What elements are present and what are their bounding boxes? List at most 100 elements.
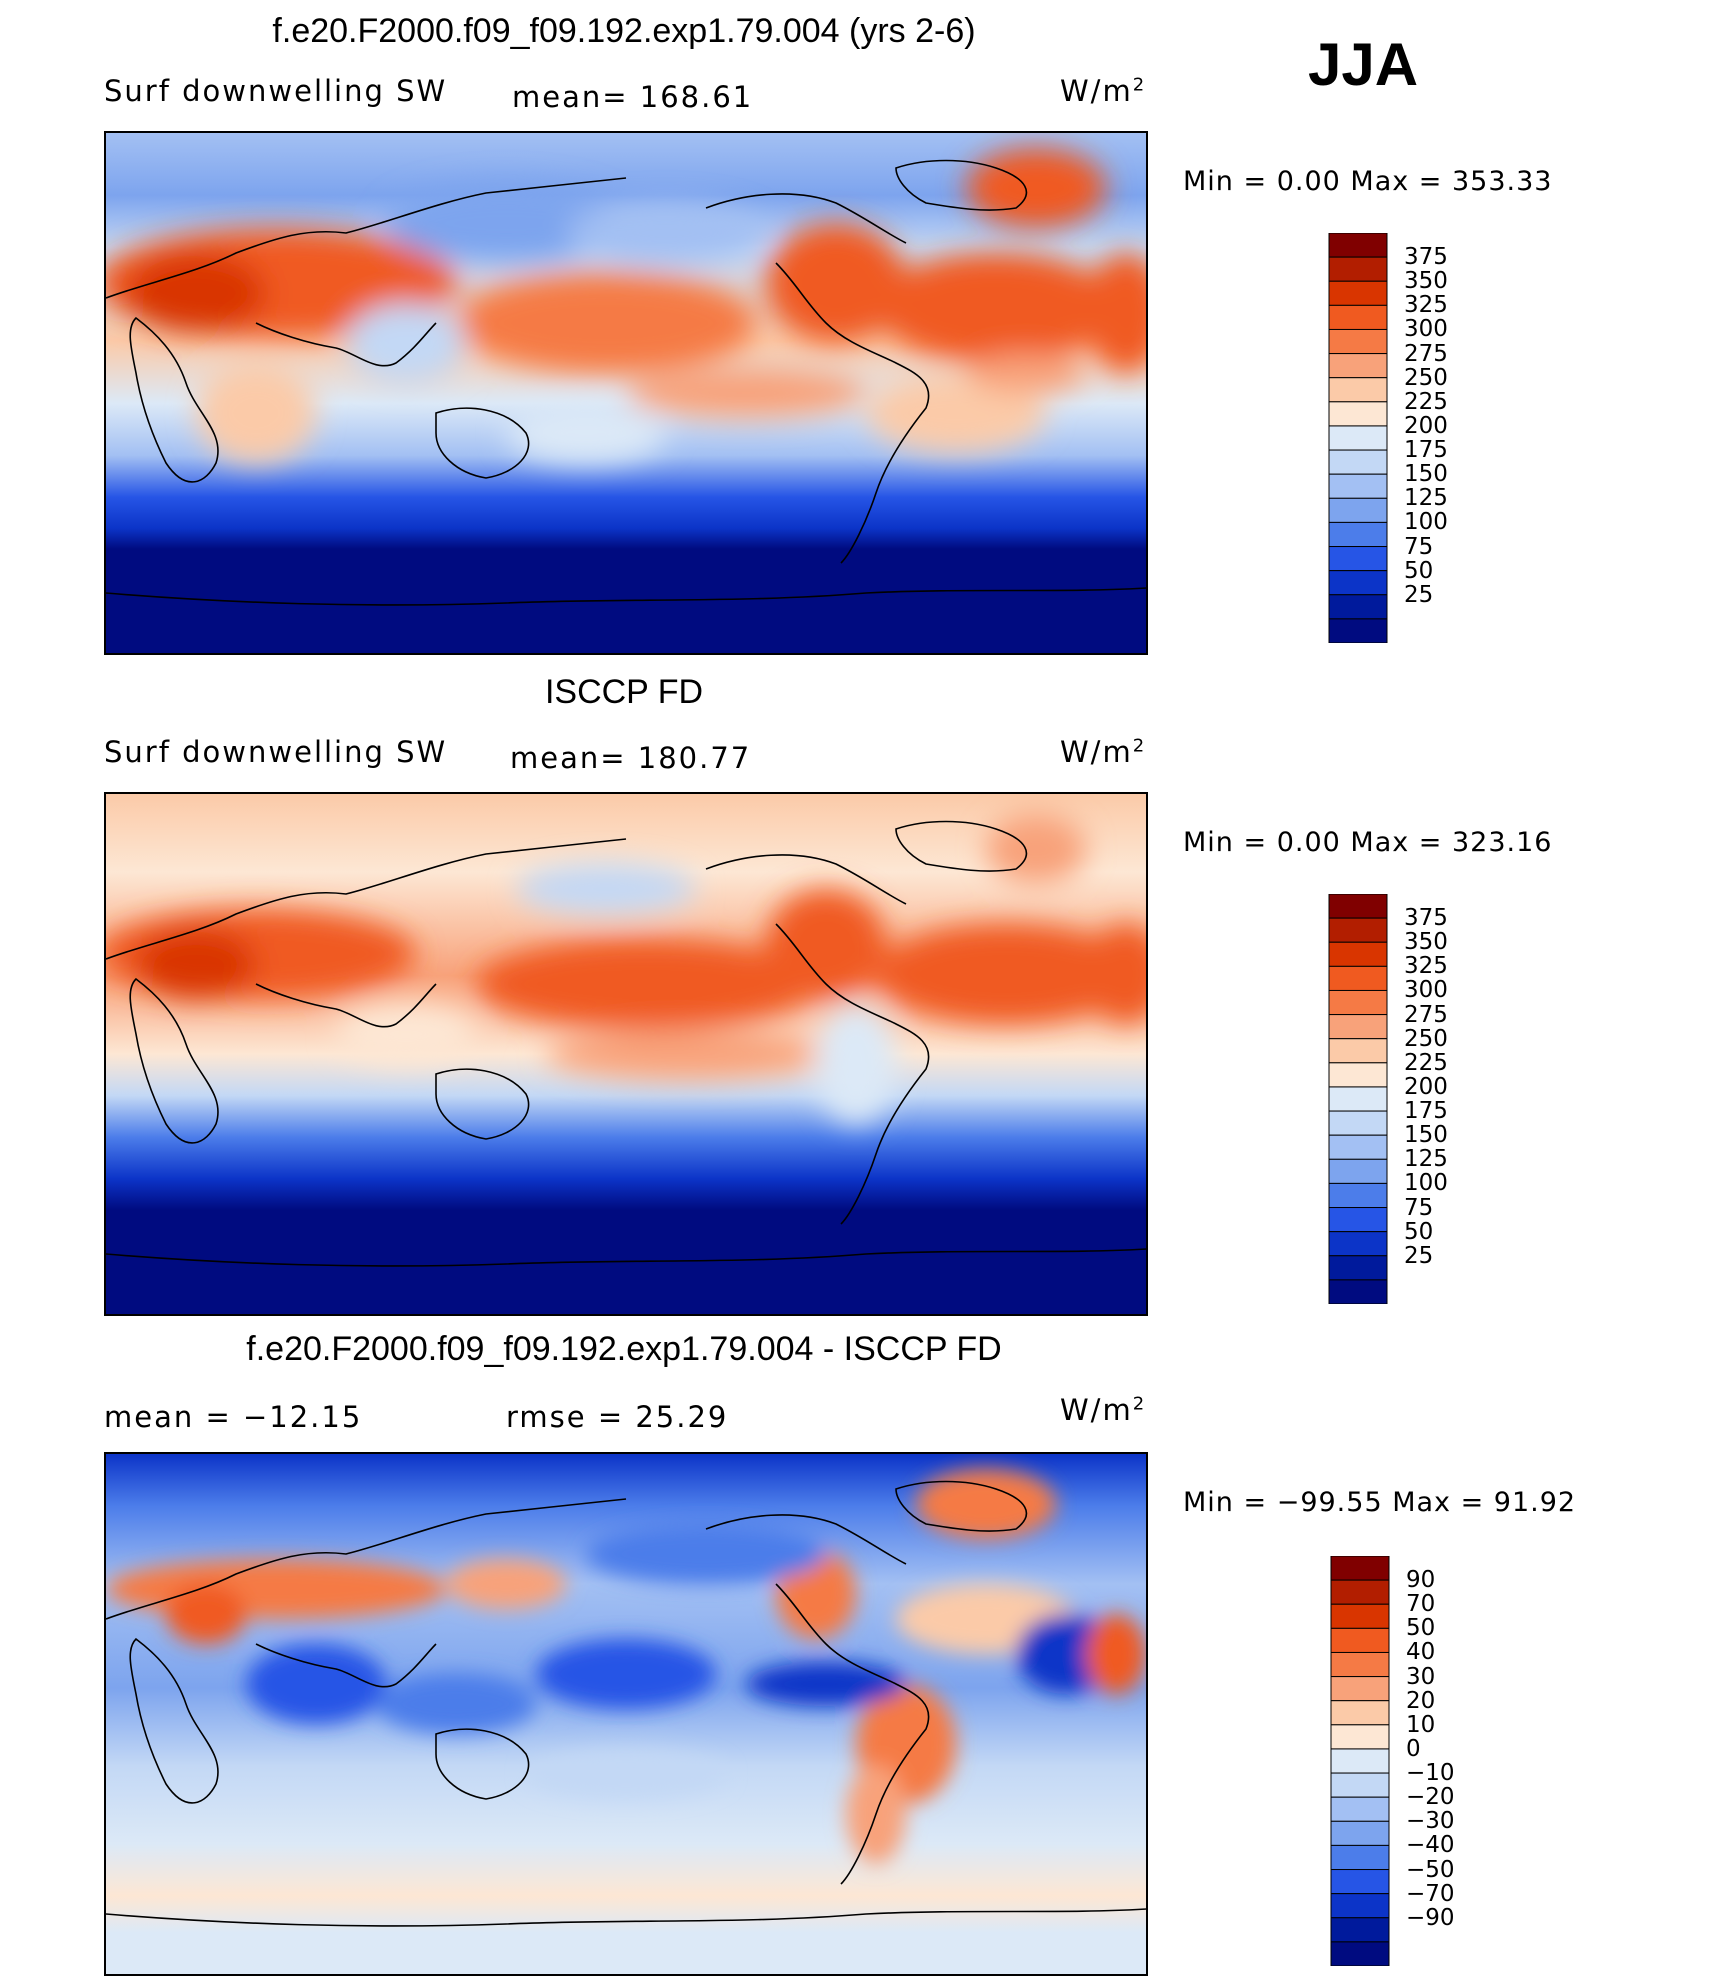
panel-3-rmse-label: rmse = 25.29 xyxy=(506,1400,729,1434)
panel-1-field xyxy=(106,133,1146,653)
colorbar-tick-label: 150 xyxy=(1404,461,1448,488)
colorbar-tick-label: −50 xyxy=(1406,1856,1455,1883)
colorbar-tick-label: 300 xyxy=(1404,977,1448,1004)
colorbar-tick-label: 375 xyxy=(1404,905,1448,932)
colorbar-tick-label: 10 xyxy=(1406,1711,1436,1738)
colorbar-tick-label: 50 xyxy=(1406,1615,1436,1642)
colorbar-tick-label: 0 xyxy=(1406,1735,1421,1762)
colorbar-tick-label: 150 xyxy=(1404,1122,1448,1149)
colorbar-tick-label: 25 xyxy=(1404,581,1434,608)
colorbar-tick-label: 40 xyxy=(1406,1639,1436,1666)
panel-3-colorbar-swatches xyxy=(1330,1555,1390,1967)
colorbar-swatch xyxy=(1328,917,1388,943)
colorbar-swatch xyxy=(1330,1651,1390,1678)
colorbar-tick-label: 375 xyxy=(1404,244,1448,271)
panel-3-field xyxy=(106,1454,1146,1974)
colorbar-swatch xyxy=(1328,449,1388,475)
panel-2-variable-label: Surf downwelling SW xyxy=(104,735,448,769)
colorbar-swatch xyxy=(1330,1579,1390,1605)
colorbar-tick-label: 100 xyxy=(1404,1170,1448,1197)
panel-2-title: ISCCP FD xyxy=(544,673,704,711)
colorbar-swatch xyxy=(1328,965,1388,991)
colorbar-tick-label: −30 xyxy=(1406,1808,1455,1835)
panel-1-units: W/m2 xyxy=(1060,74,1147,108)
colorbar-tick-label: 70 xyxy=(1406,1591,1436,1618)
colorbar-swatch xyxy=(1328,941,1388,967)
colorbar-swatch xyxy=(1328,497,1388,523)
colorbar-tick-label: 325 xyxy=(1404,292,1448,319)
panel-3-map xyxy=(104,1452,1148,1976)
panel-2-colorbar xyxy=(1328,893,1388,1305)
colorbar-swatch xyxy=(1328,594,1388,620)
colorbar-swatch xyxy=(1328,1014,1388,1040)
colorbar-tick-label: 175 xyxy=(1404,437,1448,464)
colorbar-swatch xyxy=(1328,1062,1388,1088)
colorbar-swatch xyxy=(1328,1134,1388,1160)
colorbar-swatch xyxy=(1328,1182,1388,1209)
colorbar-tick-label: 250 xyxy=(1404,1025,1448,1052)
panel-2-mean-label: mean= 180.77 xyxy=(510,741,752,775)
panel-3-units: W/m2 xyxy=(1060,1393,1147,1427)
colorbar-tick-label: 50 xyxy=(1404,1218,1434,1245)
colorbar-swatch xyxy=(1328,618,1388,644)
colorbar-tick-label: 50 xyxy=(1404,557,1434,584)
colorbar-swatch xyxy=(1328,304,1388,330)
colorbar-tick-label: 25 xyxy=(1404,1242,1434,1269)
panel-3-colorbar xyxy=(1330,1555,1390,1967)
colorbar-swatch xyxy=(1328,1279,1388,1305)
colorbar-swatch xyxy=(1330,1748,1390,1774)
colorbar-swatch xyxy=(1330,1772,1390,1798)
panel-1-minmax: Min = 0.00 Max = 353.33 xyxy=(1183,166,1553,197)
panel-2-minmax: Min = 0.00 Max = 323.16 xyxy=(1183,827,1553,858)
colorbar-tick-label: 175 xyxy=(1404,1098,1448,1125)
colorbar-swatch xyxy=(1328,1231,1388,1257)
colorbar-swatch xyxy=(1330,1627,1390,1653)
colorbar-swatch xyxy=(1328,1086,1388,1112)
colorbar-swatch xyxy=(1330,1917,1390,1943)
colorbar-tick-label: −40 xyxy=(1406,1832,1455,1859)
colorbar-tick-label: 100 xyxy=(1404,509,1448,536)
colorbar-tick-label: 275 xyxy=(1404,340,1448,367)
colorbar-swatch xyxy=(1328,1207,1388,1233)
panel-2-colorbar-labels: 375 350 325 300 275 250 225 200 175 150 125 100 75 50… xyxy=(1404,894,1484,1304)
colorbar-tick-label: −70 xyxy=(1406,1880,1455,1907)
colorbar-tick-label: 225 xyxy=(1404,1049,1448,1076)
colorbar-tick-label: 350 xyxy=(1404,929,1448,956)
panel-2-map xyxy=(104,792,1148,1316)
colorbar-swatch xyxy=(1330,1844,1390,1871)
panel-2-colorbar-swatches xyxy=(1328,893,1388,1305)
panel-1-colorbar xyxy=(1328,232,1388,644)
colorbar-swatch xyxy=(1328,425,1388,451)
colorbar-tick-label: 20 xyxy=(1406,1687,1436,1714)
colorbar-swatch xyxy=(1328,256,1388,282)
colorbar-tick-label: 250 xyxy=(1404,364,1448,391)
colorbar-swatch xyxy=(1330,1555,1390,1581)
colorbar-swatch xyxy=(1328,1110,1388,1136)
colorbar-swatch xyxy=(1330,1603,1390,1629)
colorbar-swatch xyxy=(1330,1796,1390,1822)
colorbar-tick-label: 200 xyxy=(1404,1073,1448,1100)
colorbar-tick-label: −20 xyxy=(1406,1784,1455,1811)
colorbar-swatch xyxy=(1330,1893,1390,1919)
colorbar-tick-label: 350 xyxy=(1404,268,1448,295)
colorbar-tick-label: 125 xyxy=(1404,485,1448,512)
colorbar-swatch xyxy=(1328,1038,1388,1064)
colorbar-swatch xyxy=(1330,1676,1390,1702)
colorbar-tick-label: 275 xyxy=(1404,1001,1448,1028)
colorbar-swatch xyxy=(1328,1255,1388,1281)
colorbar-swatch xyxy=(1328,353,1388,379)
colorbar-tick-label: 225 xyxy=(1404,388,1448,415)
panel-1-mean-label: mean= 168.61 xyxy=(512,80,754,114)
season-label: JJA xyxy=(1308,31,1419,98)
panel-1-colorbar-swatches xyxy=(1328,232,1388,644)
panel-3-title: f.e20.F2000.f09_f09.192.exp1.79.004 - IS… xyxy=(246,1330,1002,1368)
colorbar-swatch xyxy=(1330,1941,1390,1967)
colorbar-swatch xyxy=(1328,546,1388,572)
panel-3-colorbar-labels: 90 70 50 40 30 20 10 0 −10 −20 −30 −40 −50 −70 −90 xyxy=(1406,1556,1496,1966)
colorbar-swatch xyxy=(1330,1820,1390,1846)
panel-1-variable-label: Surf downwelling SW xyxy=(104,74,448,108)
colorbar-swatch xyxy=(1328,328,1388,355)
panel-1-map xyxy=(104,131,1148,655)
colorbar-tick-label: −10 xyxy=(1406,1760,1455,1787)
colorbar-tick-label: 90 xyxy=(1406,1567,1436,1594)
